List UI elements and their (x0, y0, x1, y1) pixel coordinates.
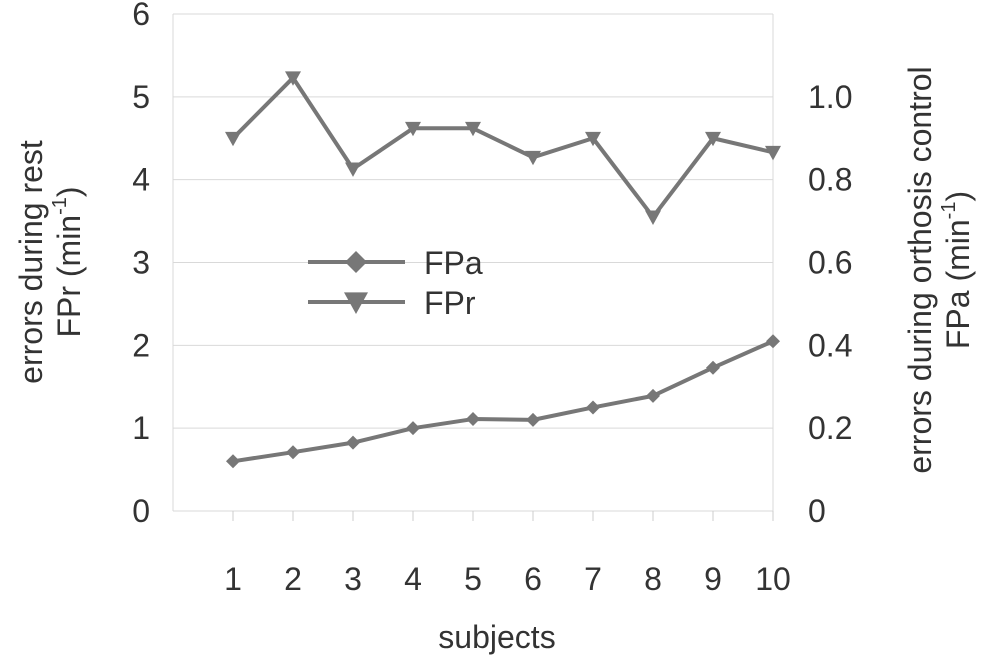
point-FPa (466, 412, 480, 427)
right-axis-unit-suffix: ) (940, 191, 976, 202)
left-tick-label: 5 (132, 79, 150, 115)
x-tick-label: 7 (584, 561, 602, 597)
left-axis-unit-prefix: FPr (min (51, 215, 87, 338)
left-tick-label: 6 (132, 0, 150, 32)
x-axis-title: subjects (438, 619, 555, 655)
right-axis-unit-prefix: FPa (min (940, 219, 976, 349)
x-tick-label: 10 (755, 561, 791, 597)
series-line-FPa (232, 339, 774, 464)
point-FPr (765, 145, 781, 161)
right-tick-label: 0.6 (808, 245, 852, 281)
point-FPr (285, 71, 301, 86)
legend-marker-FPr (344, 292, 368, 314)
point-FPr (225, 131, 241, 147)
right-tick-label: 0.8 (808, 162, 852, 198)
right-tick-label: 0.2 (808, 410, 852, 446)
point-FPr (645, 210, 661, 225)
left-tick-label: 0 (132, 493, 150, 529)
point-FPr (345, 162, 361, 177)
x-tick-label: 6 (524, 561, 542, 597)
x-tick-label: 3 (344, 561, 362, 597)
point-FPr (705, 131, 721, 147)
left-axis-title: errors during rest FPr (min-1) (13, 140, 87, 384)
point-FPr (465, 121, 481, 137)
point-FPa (346, 435, 360, 450)
right-tick-label: 1.0 (808, 79, 852, 115)
x-tick-label: 2 (284, 561, 302, 597)
left-axis-unit-suffix: ) (51, 186, 87, 197)
legend-marker-FPa (345, 251, 367, 273)
left-axis-title-line2: FPr (min-1) (49, 186, 87, 337)
point-FPa (586, 400, 600, 415)
series-layer (225, 71, 781, 469)
point-FPr (525, 150, 541, 166)
right-axis-title: errors during orthosis control FPa (min-… (902, 66, 976, 473)
point-FPr (585, 131, 601, 147)
right-y-ticks: 0 0.2 0.4 0.6 0.8 1.0 (808, 79, 852, 529)
series-line-FPr (231, 75, 774, 219)
point-FPa (646, 388, 660, 403)
left-tick-label: 1 (132, 410, 150, 446)
point-FPa (766, 334, 780, 349)
point-FPa (226, 454, 240, 469)
right-axis-unit-sup: -1 (938, 202, 960, 220)
point-FPa (286, 445, 300, 460)
point-FPa (406, 421, 420, 436)
right-tick-label: 0.4 (808, 327, 852, 363)
x-tick-label: 8 (644, 561, 662, 597)
point-FPr (405, 121, 421, 137)
right-axis-title-line1: errors during orthosis control (902, 66, 938, 473)
left-y-ticks: 0 1 2 3 4 5 6 (132, 0, 150, 529)
left-tick-label: 4 (132, 162, 150, 198)
x-tick-label: 9 (704, 561, 722, 597)
x-ticks: 1 2 3 4 5 6 7 8 9 10 (224, 561, 791, 597)
point-FPa (526, 412, 540, 427)
left-axis-unit-sup: -1 (49, 197, 71, 215)
gridlines (172, 13, 774, 521)
right-axis-title-line2: FPa (min-1) (938, 191, 976, 349)
right-tick-label: 0 (808, 493, 826, 529)
legend: FPa FPr (308, 245, 483, 321)
x-tick-label: 4 (404, 561, 422, 597)
legend-label-FPr: FPr (424, 285, 476, 321)
left-tick-label: 2 (132, 327, 150, 363)
x-tick-label: 5 (464, 561, 482, 597)
point-FPa (706, 360, 720, 375)
legend-label-FPa: FPa (424, 245, 483, 281)
x-tick-label: 1 (224, 561, 242, 597)
left-axis-title-line1: errors during rest (13, 140, 49, 384)
left-tick-label: 3 (132, 245, 150, 281)
